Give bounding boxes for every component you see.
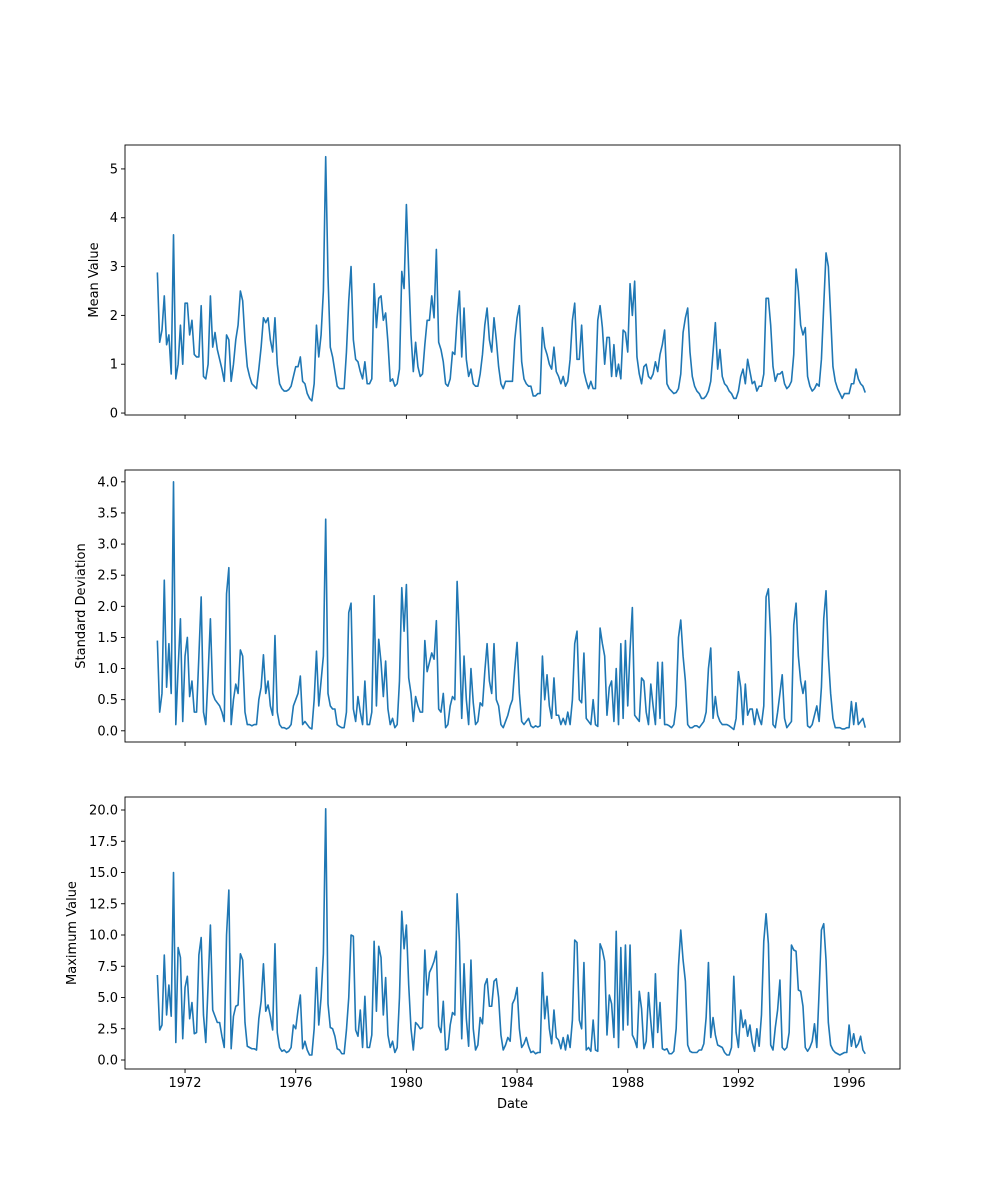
- y-tick-label: 20.0: [89, 804, 118, 819]
- y-tick-label: 2.5: [97, 1022, 118, 1037]
- y-tick-label: 3: [110, 260, 118, 275]
- series-line: [156, 481, 867, 731]
- y-tick-label: 2.5: [97, 569, 118, 584]
- standard-deviation-subplot: 0.0 0.5 1.0 1.5 2.0 2.5 3.0 3.5 4.0 Standard Devi…: [74, 469, 901, 746]
- y-tick-label: 5.0: [97, 991, 118, 1006]
- y-tick-label: 3.0: [97, 538, 118, 553]
- y-axis-label: Standard Deviation: [74, 543, 89, 668]
- y-tick-label: 17.5: [89, 835, 118, 850]
- y-tick-label: 12.5: [89, 897, 118, 912]
- x-tick-label: 1972: [168, 1076, 201, 1091]
- axes-frame: [124, 144, 901, 416]
- y-tick-label: 0.0: [97, 1054, 118, 1069]
- y-tick-label: 2: [110, 309, 118, 324]
- y-tick-label: 2.0: [97, 600, 118, 615]
- x-axis-label: Date: [497, 1097, 528, 1112]
- series-line: [156, 807, 866, 1056]
- x-tick-label: 1988: [611, 1076, 644, 1091]
- x-tick-label: 1980: [390, 1076, 423, 1091]
- y-tick-label: 5: [110, 162, 118, 177]
- y-tick-label: 1.5: [97, 631, 118, 646]
- y-tick-label: 0: [110, 407, 118, 422]
- y-axis-label: Maximum Value: [65, 881, 80, 985]
- y-tick-label: 10.0: [89, 929, 118, 944]
- y-tick-label: 7.5: [97, 960, 118, 975]
- axes-frame: [124, 796, 901, 1070]
- y-axis-label: Mean Value: [87, 242, 102, 317]
- y-tick-label: 3.5: [97, 506, 118, 521]
- maximum-value-subplot: 0.0 2.5 5.0 7.5 10.0 12.5 15.0 17.5 20.0 1972 1976…: [65, 796, 901, 1112]
- y-tick-label: 15.0: [89, 866, 118, 881]
- y-tick-label: 0.5: [97, 693, 118, 708]
- x-tick-label: 1984: [501, 1076, 534, 1091]
- x-tick-label: 1992: [722, 1076, 755, 1091]
- y-tick-label: 4: [110, 211, 118, 226]
- mean-value-subplot: 0 1 2 3 4 5 Mean Value: [87, 144, 901, 422]
- y-tick-label: 1: [110, 358, 118, 373]
- series-line: [156, 155, 866, 402]
- x-tick-label: 1976: [279, 1076, 312, 1091]
- y-tick-label: 4.0: [97, 475, 118, 490]
- y-tick-label: 1.0: [97, 662, 118, 677]
- x-tick-label: 1996: [833, 1076, 866, 1091]
- y-tick-label: 0.0: [97, 724, 118, 739]
